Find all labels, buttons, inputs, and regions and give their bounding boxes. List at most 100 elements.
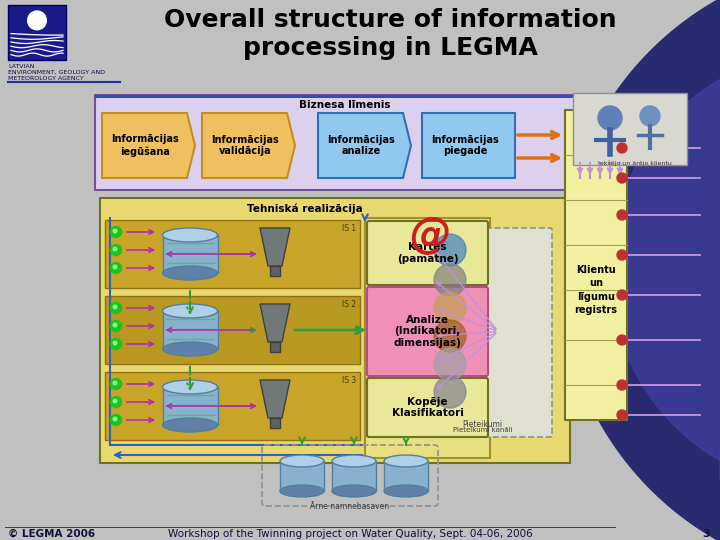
Circle shape: [617, 210, 627, 220]
FancyBboxPatch shape: [367, 378, 488, 437]
FancyBboxPatch shape: [384, 461, 428, 491]
Circle shape: [113, 229, 117, 233]
Text: Workshop of the Twinning project on Water Quality, Sept. 04-06, 2006: Workshop of the Twinning project on Wate…: [168, 529, 532, 539]
Circle shape: [113, 341, 117, 345]
Ellipse shape: [332, 455, 376, 467]
Circle shape: [27, 11, 46, 30]
Text: Analize
(Indikatori,
dimensijas): Analize (Indikatori, dimensijas): [394, 315, 462, 348]
Ellipse shape: [163, 228, 217, 242]
FancyBboxPatch shape: [413, 228, 552, 437]
Text: 3: 3: [703, 529, 710, 539]
Text: Informācijas
iegūšana: Informācijas iegūšana: [112, 134, 179, 157]
Text: Kartes
(pamatne): Kartes (pamatne): [397, 242, 459, 264]
Ellipse shape: [280, 485, 324, 497]
Polygon shape: [260, 228, 290, 266]
FancyBboxPatch shape: [105, 296, 360, 364]
Text: Overall structure of information
processing in LEGMA: Overall structure of information process…: [163, 8, 616, 60]
Polygon shape: [570, 0, 720, 540]
FancyBboxPatch shape: [95, 95, 595, 190]
Polygon shape: [202, 113, 295, 178]
FancyBboxPatch shape: [100, 198, 570, 463]
FancyBboxPatch shape: [270, 342, 280, 352]
Polygon shape: [318, 113, 411, 178]
Circle shape: [110, 245, 122, 255]
FancyBboxPatch shape: [367, 287, 488, 376]
Polygon shape: [610, 50, 720, 490]
Ellipse shape: [163, 418, 217, 432]
Ellipse shape: [163, 380, 217, 394]
Circle shape: [434, 234, 466, 266]
Text: IS 2: IS 2: [342, 300, 356, 309]
FancyBboxPatch shape: [163, 387, 217, 425]
Ellipse shape: [163, 342, 217, 356]
Ellipse shape: [280, 455, 324, 467]
Text: Informācijas
analize: Informācijas analize: [328, 134, 395, 156]
Circle shape: [110, 415, 122, 426]
Circle shape: [434, 348, 466, 380]
Circle shape: [113, 247, 117, 251]
FancyBboxPatch shape: [95, 95, 595, 98]
Circle shape: [110, 396, 122, 408]
FancyBboxPatch shape: [280, 461, 324, 491]
Circle shape: [110, 262, 122, 273]
Text: Pieteikumi kanāli: Pieteikumi kanāli: [453, 427, 513, 433]
Text: IS 1: IS 1: [342, 224, 356, 233]
Circle shape: [113, 381, 117, 385]
Circle shape: [617, 143, 627, 153]
Circle shape: [617, 290, 627, 300]
Circle shape: [617, 380, 627, 390]
Circle shape: [617, 410, 627, 420]
Circle shape: [113, 305, 117, 309]
Circle shape: [110, 321, 122, 332]
Ellipse shape: [163, 266, 217, 280]
Text: Tehniská realizācija: Tehniská realizācija: [247, 204, 363, 214]
Circle shape: [113, 323, 117, 327]
Text: IS 3: IS 3: [342, 376, 356, 385]
Circle shape: [617, 335, 627, 345]
Circle shape: [617, 250, 627, 260]
Text: Klientu
un
līgumu
registrs: Klientu un līgumu registrs: [575, 265, 618, 315]
Circle shape: [617, 173, 627, 183]
FancyBboxPatch shape: [270, 266, 280, 276]
Circle shape: [113, 399, 117, 403]
Circle shape: [434, 264, 466, 296]
FancyBboxPatch shape: [367, 221, 488, 285]
FancyBboxPatch shape: [163, 235, 217, 273]
FancyBboxPatch shape: [332, 461, 376, 491]
Circle shape: [110, 302, 122, 314]
Text: Ārne namnebasaven: Ārne namnebasaven: [310, 502, 390, 511]
Text: LATVIAN
ENVIRONMENT, GEOLOGY AND
METEOROLOGY AGENCY: LATVIAN ENVIRONMENT, GEOLOGY AND METEORO…: [8, 64, 105, 82]
Circle shape: [598, 106, 622, 130]
FancyBboxPatch shape: [105, 220, 360, 288]
FancyBboxPatch shape: [573, 93, 687, 165]
Circle shape: [434, 320, 466, 352]
Text: Iekšējo un ārējo klientu: Iekšējo un ārējo klientu: [598, 160, 672, 165]
Text: © LEGMA 2006: © LEGMA 2006: [8, 529, 95, 539]
Text: Informācijas
piegade: Informācijas piegade: [431, 134, 500, 156]
Circle shape: [110, 379, 122, 389]
Circle shape: [434, 292, 466, 324]
Text: Biznesa līmenis: Biznesa līmenis: [300, 100, 391, 110]
Circle shape: [110, 339, 122, 349]
Text: Kopēje
Klasifikatori: Kopēje Klasifikatori: [392, 397, 464, 418]
FancyBboxPatch shape: [565, 110, 627, 420]
Polygon shape: [422, 113, 515, 178]
Text: Informācijas
validācija: Informācijas validācija: [212, 134, 279, 156]
Ellipse shape: [332, 485, 376, 497]
Circle shape: [113, 265, 117, 269]
FancyBboxPatch shape: [270, 418, 280, 428]
Circle shape: [640, 106, 660, 126]
Ellipse shape: [384, 485, 428, 497]
Circle shape: [113, 417, 117, 421]
Polygon shape: [260, 304, 290, 342]
FancyBboxPatch shape: [163, 311, 217, 349]
Circle shape: [110, 226, 122, 238]
Polygon shape: [260, 380, 290, 418]
FancyBboxPatch shape: [8, 5, 66, 60]
Ellipse shape: [384, 455, 428, 467]
Ellipse shape: [163, 304, 217, 318]
FancyBboxPatch shape: [105, 372, 360, 440]
FancyBboxPatch shape: [365, 218, 490, 458]
Polygon shape: [102, 113, 195, 178]
Circle shape: [434, 376, 466, 408]
